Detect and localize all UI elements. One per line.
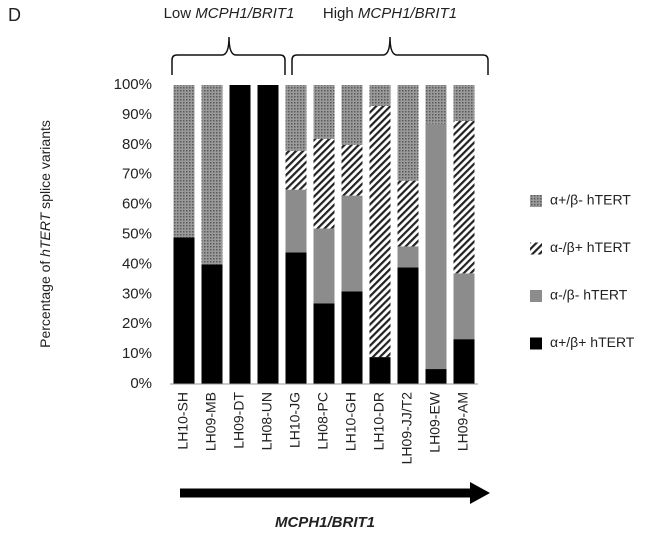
bar-segment bbox=[369, 85, 391, 106]
bar-segment bbox=[453, 120, 475, 274]
legend-label: α-/β+ hTERT bbox=[550, 239, 631, 255]
bar-segment bbox=[229, 85, 251, 384]
bar-segment bbox=[425, 123, 447, 370]
y-tick-label: 60% bbox=[122, 196, 152, 213]
y-tick-label: 0% bbox=[130, 375, 152, 392]
bracket bbox=[171, 36, 286, 75]
bar-segment bbox=[369, 105, 391, 358]
bar-segment bbox=[397, 246, 419, 268]
bar-segment bbox=[341, 144, 363, 196]
legend-swatch bbox=[530, 337, 542, 350]
y-tick-label: 50% bbox=[122, 225, 152, 242]
y-tick-label: 20% bbox=[122, 315, 152, 332]
x-tick-label: LH08-UN bbox=[259, 392, 275, 450]
legend-label: α+/β- hTERT bbox=[550, 192, 631, 208]
bar-segment bbox=[453, 85, 475, 121]
arrow-head bbox=[470, 482, 490, 504]
bar-segment bbox=[173, 85, 195, 238]
bar-segment bbox=[453, 273, 475, 340]
x-tick-label: LH10-SH bbox=[175, 392, 191, 450]
bar-segment bbox=[425, 369, 447, 384]
legend-swatch bbox=[530, 290, 542, 302]
bar-segment bbox=[341, 85, 363, 145]
y-tick-label: 10% bbox=[122, 345, 152, 362]
bar-segment bbox=[313, 303, 335, 384]
panel-label: D bbox=[8, 5, 21, 25]
legend-swatch bbox=[530, 242, 542, 255]
x-axis-label: MCPH1/BRIT1 bbox=[275, 514, 375, 531]
bar-segment bbox=[397, 85, 419, 181]
legend-label: α-/β- hTERT bbox=[550, 287, 628, 303]
bar-segment bbox=[285, 85, 307, 151]
y-tick-label: 90% bbox=[122, 106, 152, 123]
bar-segment bbox=[285, 252, 307, 384]
bar-segment bbox=[173, 237, 195, 384]
y-tick-label: 80% bbox=[122, 136, 152, 153]
bar-segment bbox=[397, 267, 419, 384]
bar-segment bbox=[397, 180, 419, 247]
bar-segment bbox=[201, 264, 223, 384]
x-tick-label: LH09-AM bbox=[455, 392, 471, 451]
y-tick-label: 70% bbox=[122, 166, 152, 183]
bar-segment bbox=[341, 291, 363, 384]
y-tick-label: 100% bbox=[114, 76, 152, 93]
bar-segment bbox=[285, 150, 307, 190]
y-tick-label: 40% bbox=[122, 255, 152, 272]
y-tick-label: 30% bbox=[122, 285, 152, 302]
x-tick-label: LH10-GH bbox=[343, 392, 359, 451]
x-tick-label: LH09-DT bbox=[231, 392, 247, 449]
bar-segment bbox=[341, 195, 363, 292]
bar-segment bbox=[285, 189, 307, 253]
bar-segment bbox=[369, 357, 391, 384]
y-axis-label: Percentage of hTERT splice variants bbox=[37, 120, 53, 348]
group-label: Low MCPH1/BRIT1 bbox=[164, 5, 295, 22]
x-tick-label: LH09-EW bbox=[427, 391, 443, 452]
x-tick-label: LH09-MB bbox=[203, 392, 219, 451]
legend-label: α+/β+ hTERT bbox=[550, 334, 635, 350]
x-tick-label: LH10-DR bbox=[371, 392, 387, 450]
x-tick-label: LH10-JG bbox=[287, 392, 303, 448]
x-tick-label: LH08-PC bbox=[315, 392, 331, 450]
bar-segment bbox=[201, 85, 223, 265]
bar-segment bbox=[313, 138, 335, 229]
bar-segment bbox=[313, 85, 335, 139]
bar-segment bbox=[313, 228, 335, 304]
bar-segment bbox=[257, 85, 279, 384]
bar-segment bbox=[453, 339, 475, 384]
legend-swatch bbox=[530, 195, 542, 207]
group-label: High MCPH1/BRIT1 bbox=[323, 5, 457, 22]
x-tick-label: LH09-JJ/T2 bbox=[399, 392, 415, 465]
bar-segment bbox=[425, 85, 447, 124]
bracket bbox=[291, 36, 489, 75]
